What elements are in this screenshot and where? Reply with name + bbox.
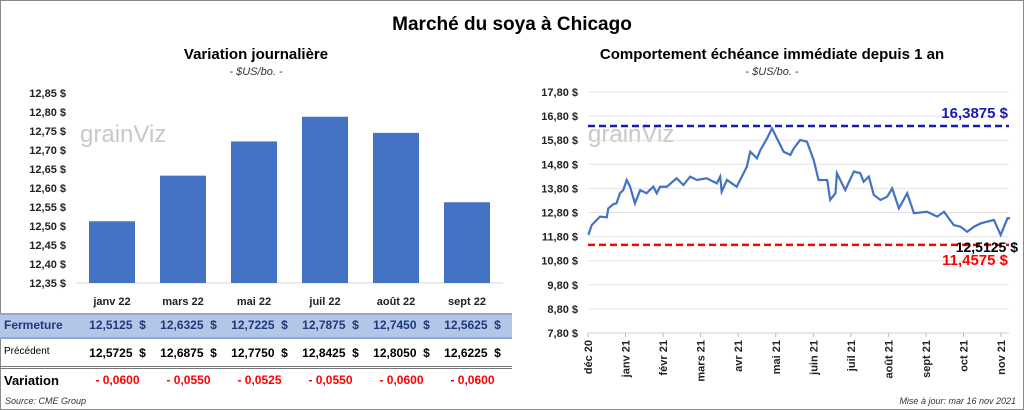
bar-chart-title: Variation journalière bbox=[183, 46, 329, 63]
line-x-label: mai 21 bbox=[771, 340, 783, 374]
row-label-précédent: Précédent bbox=[4, 346, 50, 357]
line-y-tick: 12,80 $ bbox=[541, 208, 578, 220]
table-cell: - 0,0525 bbox=[237, 373, 282, 387]
line-chart-title: Comportement échéance immédiate depuis 1… bbox=[599, 46, 945, 63]
bar-y-tick: 12,45 $ bbox=[29, 240, 66, 252]
line-x-label: juil 21 bbox=[846, 340, 858, 372]
table-cell: 12,5725 $ bbox=[89, 346, 146, 360]
table-cell: - 0,0600 bbox=[379, 373, 424, 387]
table-cell: 12,5125 $ bbox=[89, 318, 146, 332]
line-y-tick: 10,80 $ bbox=[541, 256, 578, 268]
low-label: 11,4575 $ bbox=[942, 252, 1009, 269]
source-note: Source: CME Group bbox=[5, 396, 87, 406]
bar-y-tick: 12,35 $ bbox=[29, 278, 66, 290]
bar-y-tick: 12,85 $ bbox=[29, 88, 66, 100]
line-x-label: oct 21 bbox=[959, 340, 971, 372]
last-label: 12,5125 $ bbox=[956, 239, 1018, 255]
line-x-label: févr 21 bbox=[658, 340, 670, 375]
line-chart-unit: - $US/bo. - bbox=[745, 66, 799, 78]
line-y-tick: 17,80 $ bbox=[541, 87, 578, 99]
bar-y-tick: 12,80 $ bbox=[29, 107, 66, 119]
bar-3 bbox=[302, 116, 348, 283]
bar-x-label: mai 22 bbox=[237, 296, 271, 308]
line-y-tick: 9,80 $ bbox=[547, 280, 578, 292]
bar-y-tick: 12,75 $ bbox=[29, 126, 66, 138]
table-cell: - 0,0550 bbox=[166, 373, 211, 387]
table-cell: - 0,0600 bbox=[95, 373, 140, 387]
bar-y-tick: 12,60 $ bbox=[29, 183, 66, 195]
bar-0 bbox=[89, 221, 135, 283]
line-x-label: mars 21 bbox=[696, 340, 708, 382]
bar-2 bbox=[231, 141, 277, 283]
row-label-fermeture: Fermeture bbox=[4, 318, 63, 332]
table-cell: 12,8050 $ bbox=[373, 346, 430, 360]
bar-x-label: juil 22 bbox=[308, 296, 340, 308]
bar-y-tick: 12,65 $ bbox=[29, 164, 66, 176]
line-x-label: déc 20 bbox=[583, 340, 595, 374]
bar-y-tick: 12,55 $ bbox=[29, 202, 66, 214]
bar-chart-unit: - $US/bo. - bbox=[229, 66, 283, 78]
bar-y-tick: 12,40 $ bbox=[29, 259, 66, 271]
watermark-left: grainViz bbox=[80, 121, 166, 148]
table-cell: 12,5625 $ bbox=[444, 318, 501, 332]
line-x-label: juin 21 bbox=[808, 340, 820, 376]
line-x-label: avr 21 bbox=[733, 340, 745, 372]
table-cell: 12,7450 $ bbox=[373, 318, 430, 332]
bar-x-label: sept 22 bbox=[448, 296, 486, 308]
high-label: 16,3875 $ bbox=[941, 105, 1008, 122]
table-cell: - 0,0600 bbox=[450, 373, 495, 387]
line-y-tick: 15,80 $ bbox=[541, 135, 578, 147]
bar-x-label: mars 22 bbox=[162, 296, 204, 308]
line-x-label: nov 21 bbox=[996, 340, 1008, 375]
line-y-tick: 7,80 $ bbox=[547, 328, 578, 340]
price-line bbox=[587, 125, 1011, 238]
line-x-label: août 21 bbox=[883, 340, 895, 379]
bar-x-label: août 22 bbox=[377, 296, 416, 308]
bar-4 bbox=[373, 132, 419, 283]
table-cell: - 0,0550 bbox=[308, 373, 353, 387]
bar-y-tick: 12,70 $ bbox=[29, 145, 66, 157]
table-cell: 12,6875 $ bbox=[160, 346, 217, 360]
line-x-label: sept 21 bbox=[921, 340, 933, 378]
line-y-tick: 8,80 $ bbox=[547, 304, 578, 316]
update-note: Mise à jour: mar 16 nov 2021 bbox=[899, 396, 1016, 406]
table-cell: 12,8425 $ bbox=[302, 346, 359, 360]
bar-1 bbox=[160, 175, 206, 283]
bar-y-tick: 12,50 $ bbox=[29, 221, 66, 233]
line-y-tick: 14,80 $ bbox=[541, 159, 578, 171]
fermeture-row-bg bbox=[0, 313, 512, 339]
bar-x-label: janv 22 bbox=[92, 296, 130, 308]
table-cell: 12,7225 $ bbox=[231, 318, 288, 332]
row-label-variation: Variation bbox=[4, 373, 59, 388]
line-y-tick: 11,80 $ bbox=[542, 232, 578, 244]
line-x-label: janv 21 bbox=[621, 340, 633, 378]
line-y-tick: 16,80 $ bbox=[541, 111, 578, 123]
table-cell: 12,6225 $ bbox=[444, 346, 501, 360]
table-divider bbox=[0, 366, 512, 369]
line-y-tick: 13,80 $ bbox=[541, 183, 578, 195]
table-cell: 12,6325 $ bbox=[160, 318, 217, 332]
table-cell: 12,7875 $ bbox=[302, 318, 359, 332]
bar-5 bbox=[444, 202, 490, 283]
page-title: Marché du soya à Chicago bbox=[392, 14, 632, 35]
table-cell: 12,7750 $ bbox=[231, 346, 288, 360]
